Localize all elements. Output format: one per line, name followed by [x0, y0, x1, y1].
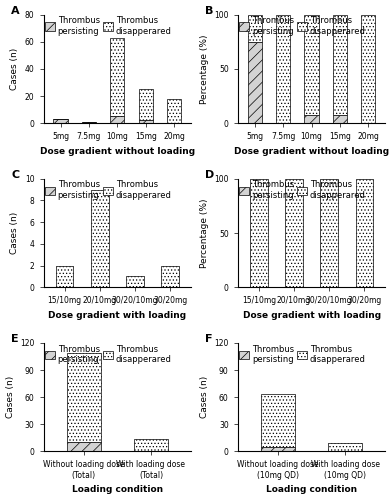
X-axis label: Loading condition: Loading condition — [72, 486, 163, 494]
Y-axis label: Percentage (%): Percentage (%) — [199, 198, 209, 268]
Legend: Thrombus
persisting, Thrombus
disapperared: Thrombus persisting, Thrombus disapperar… — [239, 180, 366, 201]
Bar — [82, 122, 96, 123]
Bar — [305, 14, 319, 114]
Y-axis label: Cases (n): Cases (n) — [5, 376, 14, 418]
Bar — [276, 14, 290, 123]
Bar — [67, 442, 100, 452]
Text: D: D — [205, 170, 214, 180]
Bar — [248, 14, 262, 42]
Bar — [56, 266, 74, 287]
Bar — [110, 38, 124, 117]
Text: B: B — [205, 6, 213, 16]
Text: C: C — [11, 170, 19, 180]
Bar — [54, 119, 68, 123]
Y-axis label: Cases (n): Cases (n) — [200, 376, 209, 418]
X-axis label: Dose gradient without loading: Dose gradient without loading — [234, 147, 389, 156]
Bar — [91, 190, 109, 288]
Text: E: E — [11, 334, 19, 344]
Text: F: F — [205, 334, 213, 344]
Bar — [261, 394, 295, 447]
X-axis label: Dose gradient with loading: Dose gradient with loading — [48, 311, 187, 320]
Bar — [305, 114, 319, 123]
Bar — [110, 116, 124, 123]
Bar — [134, 439, 168, 452]
Bar — [139, 90, 153, 120]
Legend: Thrombus
persisting, Thrombus
disapperared: Thrombus persisting, Thrombus disapperar… — [44, 16, 172, 36]
X-axis label: Dose gradient with loading: Dose gradient with loading — [242, 311, 380, 320]
X-axis label: Dose gradient without loading: Dose gradient without loading — [40, 147, 195, 156]
Bar — [328, 444, 362, 452]
Bar — [167, 99, 181, 123]
Bar — [333, 114, 347, 123]
Bar — [361, 14, 375, 123]
Legend: Thrombus
persisting, Thrombus
disapperared: Thrombus persisting, Thrombus disapperar… — [239, 344, 366, 365]
Legend: Thrombus
persisting, Thrombus
disapperared: Thrombus persisting, Thrombus disapperar… — [239, 16, 366, 36]
Bar — [250, 178, 267, 288]
Bar — [333, 14, 347, 114]
Bar — [248, 42, 262, 123]
Text: A: A — [11, 6, 20, 16]
Bar — [261, 447, 295, 452]
Bar — [161, 266, 179, 287]
Legend: Thrombus
persisting, Thrombus
disapperared: Thrombus persisting, Thrombus disapperar… — [44, 344, 172, 365]
Bar — [139, 120, 153, 123]
Y-axis label: Cases (n): Cases (n) — [10, 212, 19, 254]
Bar — [67, 353, 100, 442]
Bar — [355, 178, 373, 288]
Bar — [320, 178, 338, 288]
Bar — [126, 276, 144, 287]
Y-axis label: Cases (n): Cases (n) — [10, 48, 19, 90]
Y-axis label: Percentage (%): Percentage (%) — [199, 34, 209, 103]
Legend: Thrombus
persisting, Thrombus
disapperared: Thrombus persisting, Thrombus disapperar… — [44, 180, 172, 201]
X-axis label: Loading condition: Loading condition — [266, 486, 357, 494]
Bar — [285, 178, 303, 288]
